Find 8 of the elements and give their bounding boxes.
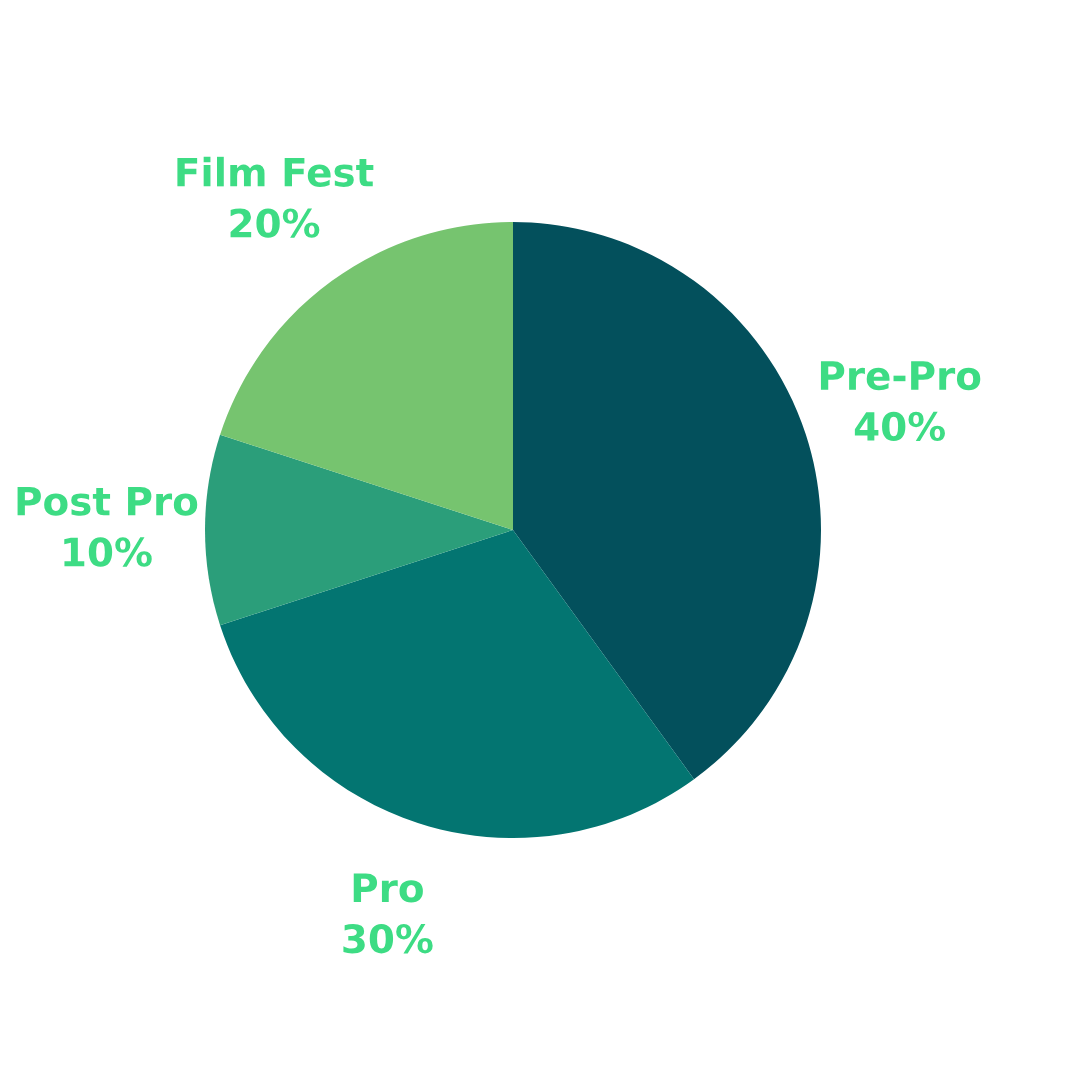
data-label: 10%	[64, 537, 152, 567]
slice-label: Pre-Pro	[820, 361, 981, 391]
slice-label: Pro	[353, 873, 423, 903]
slice-label: Post Pro	[17, 486, 198, 516]
data-label: 40%	[854, 411, 945, 442]
slice-label: Film Fest	[177, 156, 374, 187]
data-label: 20%	[230, 208, 320, 238]
data-label: 30%	[343, 924, 433, 954]
